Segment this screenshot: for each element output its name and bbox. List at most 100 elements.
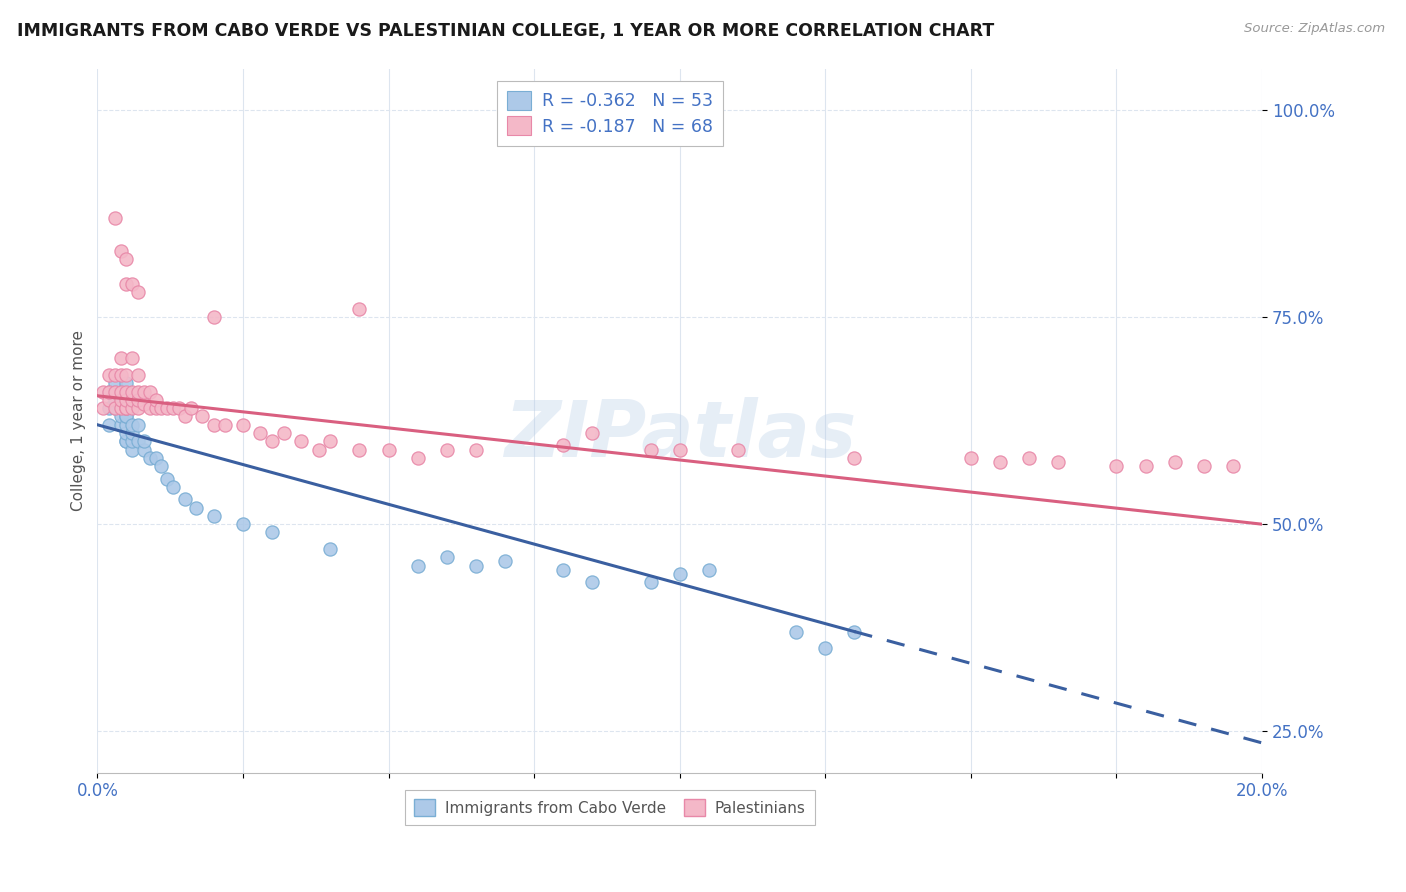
Point bbox=[127, 285, 149, 300]
Point bbox=[273, 425, 295, 440]
Point bbox=[139, 401, 162, 416]
Legend: Immigrants from Cabo Verde, Palestinians: Immigrants from Cabo Verde, Palestinians bbox=[405, 790, 814, 825]
Point bbox=[115, 392, 138, 407]
Point bbox=[115, 376, 138, 391]
Point bbox=[290, 434, 312, 449]
Point bbox=[115, 409, 138, 424]
Point bbox=[104, 368, 127, 382]
Point bbox=[115, 434, 138, 449]
Point bbox=[156, 401, 179, 416]
Point bbox=[115, 417, 138, 432]
Point bbox=[115, 277, 138, 291]
Point bbox=[115, 409, 138, 424]
Point bbox=[150, 401, 173, 416]
Point bbox=[145, 450, 167, 465]
Point bbox=[260, 434, 283, 449]
Point bbox=[110, 401, 132, 416]
Point bbox=[464, 558, 486, 573]
Point bbox=[377, 442, 399, 457]
Text: ZIPatlas: ZIPatlas bbox=[503, 397, 856, 473]
Point bbox=[98, 392, 121, 407]
Point bbox=[98, 384, 121, 399]
Point bbox=[115, 384, 138, 399]
Point bbox=[249, 425, 271, 440]
Point bbox=[121, 277, 143, 291]
Point bbox=[232, 517, 254, 532]
Point bbox=[464, 442, 486, 457]
Point bbox=[173, 409, 195, 424]
Point bbox=[436, 442, 458, 457]
Point bbox=[436, 550, 458, 565]
Point bbox=[581, 425, 603, 440]
Point bbox=[121, 425, 143, 440]
Point bbox=[115, 368, 138, 382]
Point bbox=[121, 351, 143, 366]
Point bbox=[132, 384, 155, 399]
Point bbox=[1135, 459, 1157, 474]
Text: Source: ZipAtlas.com: Source: ZipAtlas.com bbox=[1244, 22, 1385, 36]
Point bbox=[349, 301, 371, 316]
Point bbox=[115, 392, 138, 407]
Point bbox=[162, 480, 184, 494]
Point bbox=[260, 525, 283, 540]
Point bbox=[156, 472, 179, 486]
Point bbox=[668, 442, 690, 457]
Point bbox=[110, 244, 132, 258]
Point bbox=[308, 442, 330, 457]
Point bbox=[132, 442, 155, 457]
Point bbox=[127, 368, 149, 382]
Point bbox=[202, 417, 225, 432]
Point bbox=[104, 384, 127, 399]
Point bbox=[115, 401, 138, 416]
Point bbox=[98, 368, 121, 382]
Point bbox=[960, 450, 983, 465]
Point bbox=[1222, 459, 1244, 474]
Point bbox=[127, 392, 149, 407]
Point bbox=[110, 417, 132, 432]
Point bbox=[1163, 455, 1185, 469]
Point bbox=[115, 401, 138, 416]
Point bbox=[110, 384, 132, 399]
Point bbox=[110, 351, 132, 366]
Point bbox=[115, 252, 138, 266]
Point bbox=[494, 554, 516, 568]
Point bbox=[104, 401, 127, 416]
Point bbox=[91, 384, 114, 399]
Point bbox=[349, 442, 371, 457]
Point bbox=[319, 434, 342, 449]
Point bbox=[104, 376, 127, 391]
Point bbox=[127, 417, 149, 432]
Point bbox=[173, 492, 195, 507]
Point bbox=[162, 401, 184, 416]
Point bbox=[121, 442, 143, 457]
Point bbox=[180, 401, 202, 416]
Point bbox=[145, 392, 167, 407]
Point bbox=[110, 384, 132, 399]
Point bbox=[1047, 455, 1070, 469]
Point bbox=[167, 401, 190, 416]
Point bbox=[553, 563, 575, 577]
Point bbox=[127, 384, 149, 399]
Point bbox=[581, 575, 603, 590]
Point bbox=[727, 442, 749, 457]
Point bbox=[115, 401, 138, 416]
Point bbox=[115, 425, 138, 440]
Point bbox=[121, 401, 143, 416]
Point bbox=[145, 401, 167, 416]
Point bbox=[814, 641, 837, 656]
Point bbox=[319, 542, 342, 557]
Point bbox=[406, 558, 429, 573]
Point bbox=[104, 211, 127, 225]
Point bbox=[121, 417, 143, 432]
Point bbox=[115, 434, 138, 449]
Point bbox=[110, 409, 132, 424]
Point bbox=[1105, 459, 1128, 474]
Point bbox=[406, 450, 429, 465]
Y-axis label: College, 1 year or more: College, 1 year or more bbox=[72, 330, 86, 511]
Point bbox=[697, 563, 720, 577]
Point bbox=[139, 450, 162, 465]
Text: IMMIGRANTS FROM CABO VERDE VS PALESTINIAN COLLEGE, 1 YEAR OR MORE CORRELATION CH: IMMIGRANTS FROM CABO VERDE VS PALESTINIA… bbox=[17, 22, 994, 40]
Point bbox=[110, 392, 132, 407]
Point bbox=[668, 566, 690, 581]
Point bbox=[98, 401, 121, 416]
